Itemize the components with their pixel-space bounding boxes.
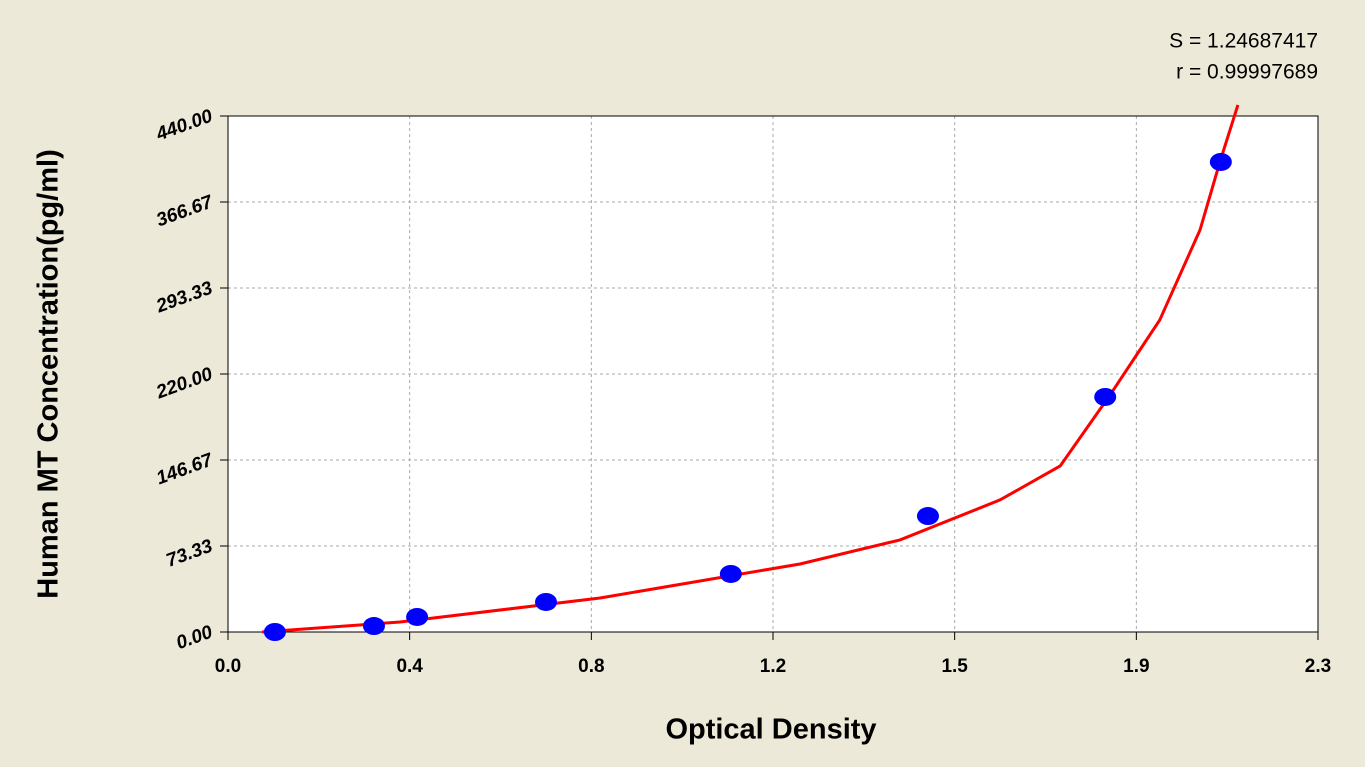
y-tick-label: 440.00 <box>153 106 216 146</box>
data-point <box>534 592 557 611</box>
fit-curve <box>262 104 1240 634</box>
y-tick-label: 366.67 <box>154 191 217 231</box>
x-tick-label: 1.9 <box>1123 656 1149 677</box>
x-tick-label: 0.8 <box>578 656 604 677</box>
annotation: S = 1.24687417 <box>1169 30 1318 53</box>
data-point <box>1094 387 1117 406</box>
data-point <box>719 564 742 583</box>
plot-frame <box>227 115 1319 633</box>
y-tick-label: 146.67 <box>154 449 217 489</box>
x-tick-label: 1.5 <box>941 656 968 677</box>
x-axis-title: Optical Density <box>665 714 876 746</box>
y-tick-label: 220.00 <box>153 364 216 404</box>
data-point <box>1209 152 1232 171</box>
x-tick-label: 0.0 <box>215 656 241 677</box>
data-point <box>362 617 385 636</box>
data-point <box>406 607 429 626</box>
y-axis-title: Human MT Concentration(pg/ml) <box>33 149 65 598</box>
y-tick-label: 0.00 <box>173 622 215 655</box>
data-point <box>916 507 939 526</box>
x-tick-label: 1.2 <box>760 656 786 677</box>
x-tick-label: 0.4 <box>396 656 423 677</box>
y-tick-label: 73.33 <box>164 536 216 572</box>
annotation: r = 0.99997689 <box>1176 61 1318 84</box>
data-point <box>263 623 286 641</box>
x-tick-label: 2.3 <box>1305 656 1331 677</box>
y-tick-label: 293.33 <box>153 278 216 318</box>
